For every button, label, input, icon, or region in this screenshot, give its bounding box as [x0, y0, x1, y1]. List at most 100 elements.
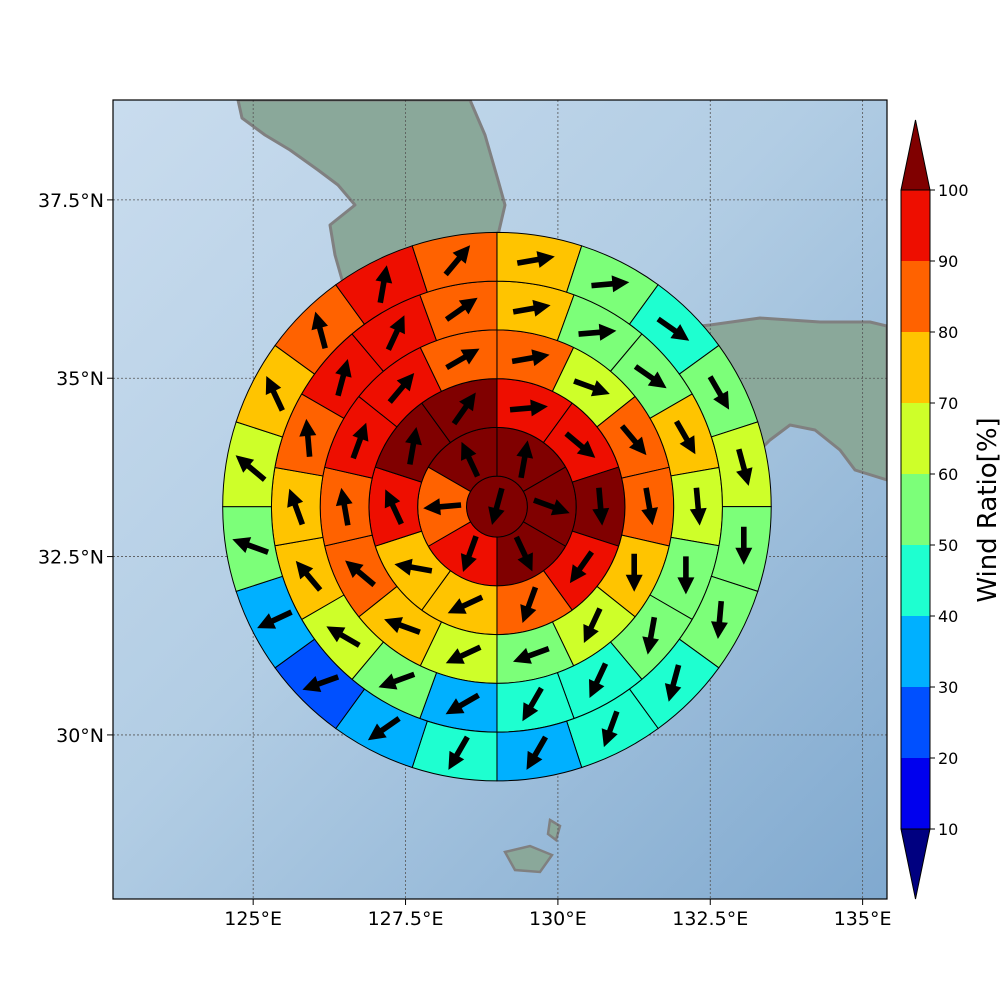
wind-arrow	[633, 364, 667, 389]
colorbar-segment	[901, 758, 930, 829]
wind-arrow	[509, 399, 548, 417]
colorbar-segment	[901, 545, 930, 616]
colorbar-tick-label: 50	[938, 536, 958, 555]
wind-arrow	[302, 674, 340, 692]
yakushima-island	[503, 844, 554, 874]
wind-arrow	[520, 586, 539, 623]
lat-tick-label: 30°N	[56, 725, 104, 747]
wind-arrow	[569, 550, 594, 584]
wind-arrow	[516, 440, 534, 479]
wind-arrow	[295, 560, 323, 592]
colorbar-segment	[901, 687, 930, 758]
wind-arrow	[384, 489, 404, 525]
lat-tick-label: 35°N	[56, 368, 104, 390]
colorbar-segment	[901, 616, 930, 687]
lat-tick-label: 37.5°N	[38, 190, 104, 212]
wind-arrow	[526, 735, 548, 770]
wind-arrow	[405, 427, 422, 465]
colorbar-segment	[901, 332, 930, 403]
wind-arrow	[232, 537, 269, 555]
lon-tick-label: 127.5°E	[368, 908, 444, 930]
wind-arrow	[385, 315, 405, 351]
wind-arrow	[522, 686, 544, 722]
wind-arrow	[573, 378, 610, 397]
wind-arrow	[445, 644, 482, 664]
lon-tick-label: 125°E	[224, 908, 282, 930]
wind-arrow	[445, 692, 480, 715]
wind-arrow	[642, 616, 659, 655]
wind-arrow	[299, 418, 317, 457]
colorbar: 10 20 30 40 50 60 70 80 90 100	[900, 119, 969, 900]
wind-arrow	[516, 251, 555, 268]
wind-arrow	[444, 297, 478, 322]
wind-arrow	[311, 311, 328, 349]
wind-arrow	[511, 349, 550, 367]
wind-rose	[222, 231, 772, 782]
colorbar-segment	[901, 261, 930, 332]
colorbar-tick-label: 30	[938, 678, 958, 697]
wind-arrow	[601, 710, 620, 748]
wind-arrow	[265, 376, 285, 412]
map-axis-ticks: 125°E 127.5°E 130°E 132.5°E 135°E 30°N 32.5°N 3…	[38, 190, 892, 930]
wind-arrow	[589, 662, 609, 698]
wind-arrow	[625, 553, 643, 592]
colorbar-tick-label: 40	[938, 607, 958, 626]
wind-arrow	[513, 535, 533, 572]
wind-arrow	[711, 600, 728, 639]
wind-arrow	[387, 373, 415, 404]
colorbar-frame	[900, 189, 931, 830]
wind-arrow	[578, 323, 617, 341]
wind-arrow	[461, 441, 481, 478]
wind-arrow	[350, 422, 369, 460]
colorbar-extend-max	[900, 119, 931, 191]
wind-arrow	[512, 299, 551, 317]
colorbar-label: Wind Ratio[%]	[973, 417, 1000, 602]
wind-arrow	[423, 498, 462, 516]
colorbar-tick-label: 90	[938, 252, 958, 271]
colorbar-segment	[901, 474, 930, 545]
wind-arrow	[367, 716, 401, 741]
wind-arrow	[735, 526, 753, 565]
wind-arrow	[674, 420, 696, 455]
lat-tick-label: 32.5°N	[38, 547, 104, 569]
wind-arrow	[445, 348, 480, 370]
wind-arrow	[592, 487, 610, 526]
colorbar-tick-label: 80	[938, 323, 958, 342]
wind-arrow	[689, 487, 707, 526]
wind-arrow	[394, 558, 433, 576]
wind-arrow	[447, 594, 484, 614]
wind-arrow	[443, 245, 471, 277]
wind-arrow	[641, 487, 658, 526]
colorbar-tick-label: 20	[938, 749, 958, 768]
wind-arrow	[335, 487, 353, 526]
wind-arrow	[677, 556, 695, 595]
wind-arrow	[707, 375, 730, 410]
wind-arrow	[591, 275, 630, 293]
wind-arrow	[583, 607, 603, 643]
wind-arrow	[619, 424, 647, 456]
lon-tick-label: 135°E	[834, 908, 892, 930]
wind-arrow	[235, 455, 267, 482]
wind-arrow	[451, 392, 476, 426]
wind-arrow	[664, 664, 682, 702]
wind-arrow	[287, 488, 305, 526]
colorbar-segment	[901, 403, 930, 474]
wind-arrow	[513, 646, 550, 664]
map-area	[112, 99, 888, 900]
colorbar-tick-label: 70	[938, 394, 958, 413]
colorbar-tick-label: 10	[938, 820, 958, 839]
wind-arrow	[533, 497, 570, 516]
colorbar-segment	[901, 190, 930, 261]
colorbar-extend-min	[900, 828, 931, 900]
colorbar-tick-label: 100	[938, 181, 969, 200]
wind-arrow	[378, 671, 416, 690]
wind-arrow	[345, 560, 376, 588]
colorbar-tick-label: 60	[938, 465, 958, 484]
wind-arrow	[375, 265, 393, 304]
map-frame	[112, 99, 888, 900]
wind-arrow	[460, 535, 479, 572]
wind-arrow	[384, 617, 421, 635]
wind-arrow	[656, 316, 690, 341]
wind-arrow	[564, 431, 596, 458]
